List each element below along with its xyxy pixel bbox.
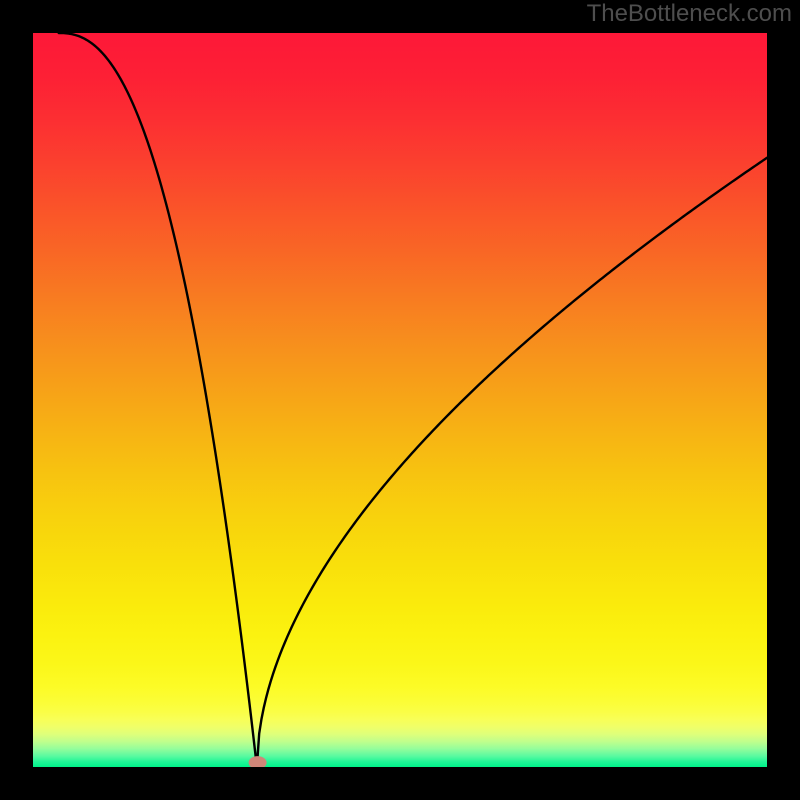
chart-svg xyxy=(33,33,767,767)
gradient-background xyxy=(33,33,767,767)
watermark-text: TheBottleneck.com xyxy=(587,2,792,26)
plot-area xyxy=(33,33,767,767)
chart-container: TheBottleneck.com xyxy=(0,0,800,800)
